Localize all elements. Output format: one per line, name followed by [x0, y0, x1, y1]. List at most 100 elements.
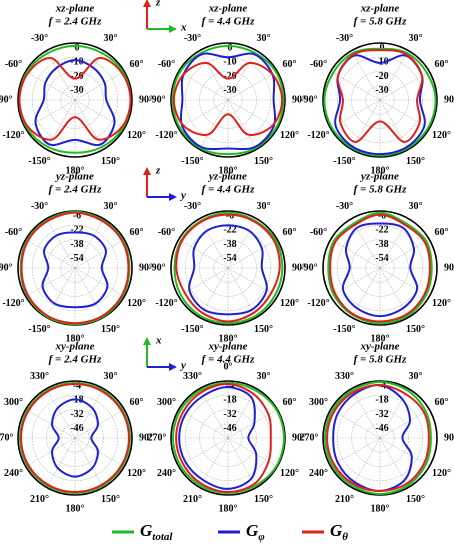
angle-tick-label: 210°: [30, 494, 49, 505]
angle-tick-label: 180°: [219, 165, 238, 176]
angular-grid: [227, 409, 278, 439]
angle-tick-label: 30°: [257, 371, 271, 382]
radial-grid: [17, 42, 133, 158]
pattern-curve: [175, 383, 272, 493]
angle-tick-label: 30°: [257, 201, 271, 212]
radial-tick-label: -18: [223, 395, 236, 406]
angle-tick-label: 300°: [4, 397, 23, 408]
chart-subtitle: f = 4.4 GHz: [202, 16, 255, 28]
angular-grid: [227, 267, 257, 318]
angle-tick-label: 0°: [224, 361, 233, 372]
pattern-curve: [18, 44, 132, 154]
axis-icon-up-head: [143, 337, 151, 345]
angle-tick-label: 60°: [129, 397, 143, 408]
chart-title: xz-plane: [55, 3, 95, 15]
radial-grid: [213, 423, 243, 453]
angle-tick-label: 270°: [300, 432, 319, 443]
angle-tick-label: 330°: [335, 371, 354, 382]
radial-tick-label: -6: [73, 210, 81, 221]
angular-grid: [74, 437, 104, 488]
chart-title: yz-plane: [54, 171, 94, 183]
radial-tick-label: -22: [375, 225, 388, 236]
axis-icon-label: x: [180, 22, 187, 34]
radial-tick-label: -54: [375, 253, 388, 264]
radial-grid: [365, 423, 395, 453]
angle-tick-label: 90°: [292, 432, 306, 443]
axis-icon-label: y: [179, 190, 186, 202]
angular-grid: [25, 239, 76, 269]
angular-grid: [330, 267, 381, 297]
angular-grid: [379, 388, 409, 439]
pattern-curve: [323, 47, 437, 157]
angle-tick-label: 120°: [432, 130, 451, 141]
angular-grid: [351, 99, 381, 150]
angular-grid: [379, 437, 430, 467]
radial-tick-label: -4: [73, 380, 81, 391]
legend-symbol: G: [330, 521, 343, 540]
angular-grid: [74, 239, 125, 269]
angular-grid: [199, 267, 229, 318]
angle-tick-label: -120°: [2, 130, 24, 141]
chart-title: yz-plane: [359, 171, 399, 183]
angle-tick-label: 240°: [4, 468, 23, 479]
angular-grid: [227, 267, 278, 297]
radial-tick-label: -30: [70, 85, 83, 96]
angle-tick-label: 60°: [434, 397, 448, 408]
angular-grid: [227, 71, 278, 101]
angular-grid: [74, 409, 125, 439]
angle-tick-label: -30°: [184, 201, 201, 212]
radial-tick-label: -22: [223, 225, 236, 236]
angular-grid: [379, 99, 430, 129]
angle-tick-label: -150°: [181, 324, 203, 335]
radial-grid: [170, 210, 286, 326]
radial-grid: [322, 210, 438, 326]
radial-tick-label: -10: [223, 57, 236, 68]
pattern-curve: [41, 231, 109, 309]
angle-tick-label: 180°: [371, 165, 390, 176]
angular-grid: [379, 267, 430, 297]
axis-icon-label: z: [155, 0, 161, 9]
angle-tick-label: 90°: [139, 94, 153, 105]
radial-tick-label: -38: [70, 239, 83, 250]
angle-tick-label: 60°: [434, 227, 448, 238]
angle-tick-label: 150°: [254, 494, 273, 505]
angle-tick-label: -150°: [333, 156, 355, 167]
axis-icon-label: z: [155, 165, 161, 177]
angle-tick-label: 90°: [292, 94, 306, 105]
angle-tick-label: 90°: [139, 262, 153, 273]
radial-grid: [365, 85, 395, 115]
radial-tick-label: -10: [70, 57, 83, 68]
angle-tick-label: 210°: [335, 494, 354, 505]
axis-icon-up-head: [143, 0, 151, 7]
angular-grid: [379, 437, 409, 488]
angle-tick-label: 30°: [104, 371, 118, 382]
angle-tick-label: -120°: [307, 298, 329, 309]
chart-subtitle: f = 4.4 GHz: [202, 184, 255, 196]
angular-grid: [199, 437, 229, 488]
radial-tick-label: -30: [223, 85, 236, 96]
angle-tick-label: 300°: [157, 397, 176, 408]
pattern-curve: [324, 381, 432, 495]
chart-subtitle: f = 4.4 GHz: [202, 354, 255, 366]
angle-tick-label: -90°: [0, 94, 13, 105]
angular-grid: [46, 437, 76, 488]
angle-tick-label: 240°: [157, 468, 176, 479]
angular-grid: [74, 99, 125, 129]
angle-tick-label: 180°: [371, 333, 390, 344]
angle-tick-label: -60°: [158, 227, 175, 238]
angular-grid: [379, 267, 409, 318]
radial-tick-label: -38: [375, 239, 388, 250]
angle-tick-label: 330°: [30, 371, 49, 382]
legend-subscript: φ: [258, 531, 265, 543]
angle-tick-label: 120°: [127, 298, 146, 309]
angular-grid: [199, 99, 229, 150]
pattern-curve: [171, 44, 285, 156]
angle-tick-label: 150°: [254, 156, 273, 167]
chart-subtitle: f = 5.8 GHz: [354, 354, 407, 366]
angular-grid: [330, 71, 381, 101]
angle-tick-label: -120°: [307, 130, 329, 141]
angular-grid: [74, 437, 125, 467]
angle-tick-label: 270°: [0, 432, 14, 443]
legend-symbol: G: [246, 521, 259, 540]
